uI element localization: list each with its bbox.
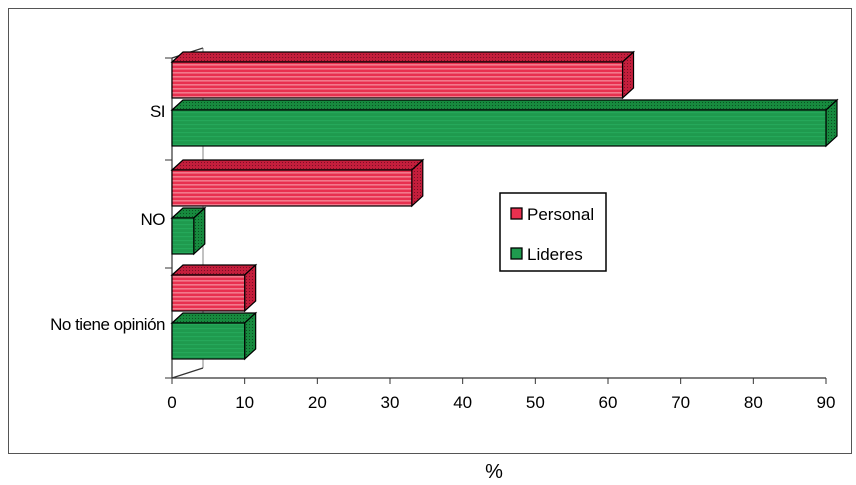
x-tick-label: 60: [599, 393, 618, 412]
legend-box: [499, 192, 607, 272]
x-tick-label: 20: [308, 393, 327, 412]
category-labels: SI NO No tiene opinión: [50, 102, 166, 334]
x-tick-label: 50: [526, 393, 545, 412]
category-label: SI: [150, 102, 165, 121]
legend: Personal Lideres: [499, 192, 607, 272]
bar-front-face: [171, 169, 413, 207]
bar-top-face: [170, 159, 425, 171]
bar-front-face: [171, 274, 246, 312]
bar-lideres-1: [170, 206, 207, 256]
x-tick-label: 80: [744, 393, 763, 412]
bars: [170, 50, 839, 361]
category-label: No tiene opinión: [50, 315, 165, 334]
bar-front-face: [171, 61, 624, 99]
legend-label-lideres: Lideres: [527, 245, 583, 264]
bar-lideres-2: [170, 311, 258, 361]
x-axis-label: %: [485, 461, 503, 483]
bar-personal-2: [170, 263, 258, 313]
x-tick-label: 30: [381, 393, 400, 412]
bar-lideres-0: [170, 98, 839, 148]
x-tick-label: 90: [817, 393, 836, 412]
x-tick-label: 70: [671, 393, 690, 412]
x-tick-label: 10: [235, 393, 254, 412]
legend-label-personal: Personal: [527, 205, 594, 224]
x-tick-label: 0: [167, 393, 176, 412]
bar-personal-0: [170, 50, 636, 100]
legend-swatch-lideres: [510, 247, 523, 260]
bar-front-face: [171, 217, 195, 255]
bar-top-face: [170, 264, 258, 276]
legend-swatch-personal: [510, 207, 523, 220]
x-tick-label: 40: [453, 393, 472, 412]
bar-front-face: [171, 322, 246, 360]
bar-front-face: [171, 109, 827, 147]
floor-depth-line: [171, 367, 204, 379]
bar-top-face: [170, 51, 636, 63]
bar-top-face: [170, 99, 839, 111]
bar-top-face: [170, 312, 258, 324]
category-label: NO: [141, 210, 166, 229]
bar-personal-1: [170, 158, 425, 208]
x-tick-labels: 0 10 20 30 40 50 60 70 80 90: [167, 393, 835, 412]
